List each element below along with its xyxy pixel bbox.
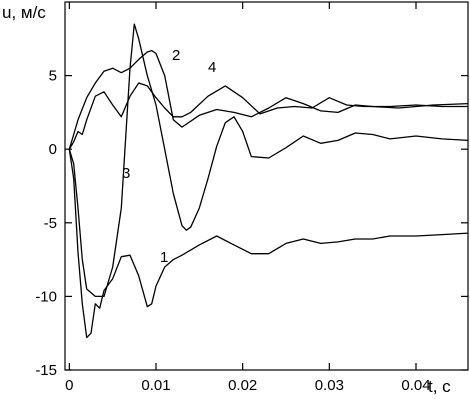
x-tick-label: 0.04	[401, 377, 430, 394]
series-label-1: 1	[160, 249, 168, 266]
y-tick-label: -5	[44, 215, 57, 232]
series-label-2: 2	[172, 47, 180, 64]
y-tick-label: -15	[35, 362, 57, 379]
series-line-2	[68, 49, 469, 150]
x-tick-label: 0.03	[315, 377, 344, 394]
series-label-3: 3	[122, 165, 130, 182]
y-tick-label: 5	[49, 68, 57, 85]
y-axis-label: u, м/с	[2, 3, 46, 22]
series-line-3	[68, 23, 469, 298]
x-tick-label: 0.01	[141, 377, 170, 394]
y-tick-label: -10	[35, 288, 57, 305]
labels: u, м/с t, с 1 2 3 4	[2, 3, 451, 396]
plot-frame	[64, 1, 469, 371]
x-tick-label: 0	[65, 377, 73, 394]
plot-area	[68, 23, 469, 339]
series-line-1	[68, 149, 469, 339]
series-label-4: 4	[208, 59, 216, 76]
x-axis-label: t, с	[428, 377, 451, 396]
x-tick-label: 0.02	[228, 377, 257, 394]
axes: -15 -10 -5 0 5 0 0.01 0.02 0.03 0.04	[35, 1, 469, 394]
y-tick-label: 0	[49, 141, 57, 158]
series-line-4	[68, 82, 468, 150]
